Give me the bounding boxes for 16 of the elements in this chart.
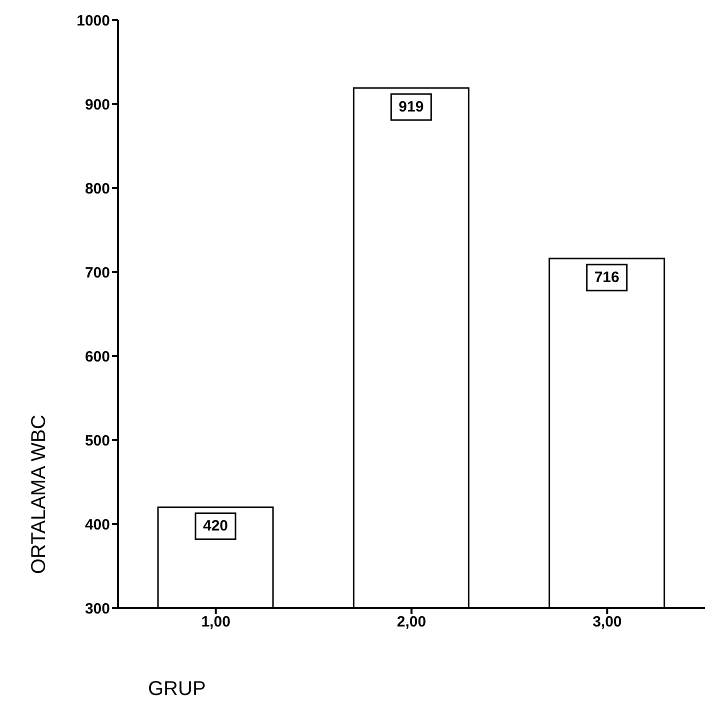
y-tick-label: 700 (84, 264, 110, 282)
x-tick-label: 2,00 (396, 614, 426, 631)
data-label: 420 (202, 518, 228, 535)
y-tick-label: 600 (84, 348, 110, 366)
y-axis-title: ORTALAMA WBC (28, 414, 50, 574)
x-tick-label: 3,00 (592, 614, 622, 631)
y-tick-label: 500 (84, 432, 110, 450)
y-tick-label: 400 (84, 516, 110, 534)
y-tick-label: 800 (84, 180, 110, 198)
x-tick-label: 1,00 (201, 614, 230, 631)
y-tick-label: 1000 (76, 12, 110, 30)
y-tick-label: 900 (84, 96, 110, 114)
y-tick-label: 300 (84, 600, 110, 618)
data-label: 716 (594, 269, 620, 286)
x-axis-title: GRUP (148, 678, 206, 701)
data-label: 919 (398, 98, 424, 116)
